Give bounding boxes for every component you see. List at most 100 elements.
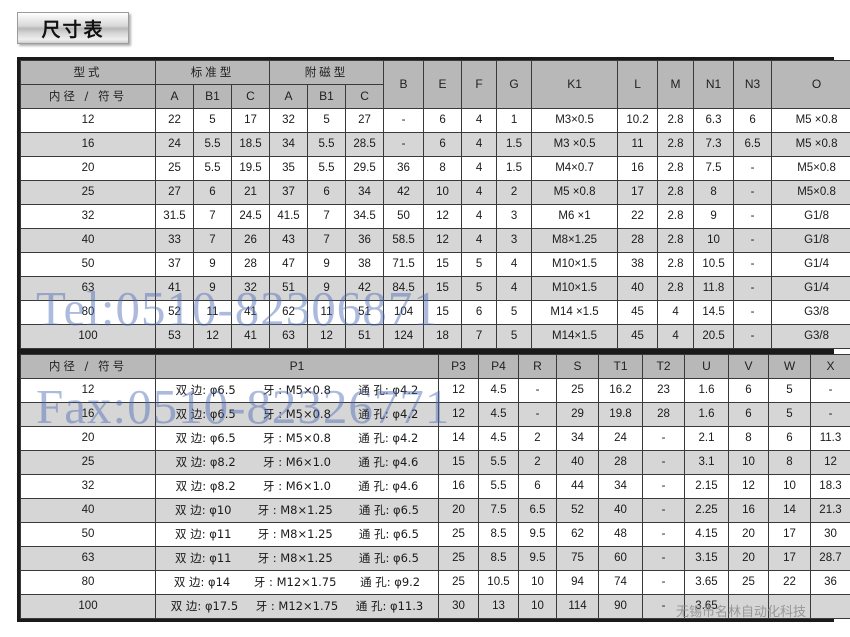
- cell-inner-diameter: 32: [20, 204, 156, 229]
- cell-F: 7: [461, 324, 498, 349]
- cell-F: 5: [461, 252, 498, 277]
- table-row: 32 31.5 7 24.5 41.5 7 34.5 50 12 4 3 M6 ×1 22 2.8 9- G1…: [20, 204, 850, 229]
- cell-P4: 13: [478, 594, 519, 619]
- cell-X: 30: [810, 522, 850, 547]
- cell-B: 50: [383, 204, 425, 229]
- cell-G: 5: [496, 324, 533, 349]
- cell-K1: M8×1.25: [531, 228, 619, 253]
- table-port-body: 12 双 边: φ6.5 牙 : M5×0.8 通 孔: φ4.2 12 4.5-25 16…: [20, 378, 850, 619]
- header-mag-A: A: [269, 84, 309, 109]
- cell-P4: 5.5: [478, 474, 519, 499]
- cell-mb1: 6: [307, 180, 347, 205]
- cell-sb1: 9: [193, 252, 232, 277]
- cell-L: 16: [617, 156, 659, 181]
- cell-S: 75: [556, 546, 599, 571]
- cell-R: 6.5: [518, 498, 557, 523]
- cell-X: -: [810, 378, 850, 403]
- cell-inner-diameter: 80: [20, 300, 156, 325]
- cell-S: 52: [556, 498, 599, 523]
- cell-K1: M10×1.5: [531, 252, 619, 277]
- cell-inner-diameter: 25: [20, 180, 156, 205]
- cell-R: -: [518, 402, 557, 427]
- header-col-P3: P3: [438, 354, 479, 379]
- header-mag-B1: B1: [307, 84, 347, 109]
- header-group-magnetic: 附磁型: [269, 60, 385, 85]
- cell-U: 3.65: [684, 570, 729, 595]
- cell-B: 42: [383, 180, 425, 205]
- cell-P4: 7.5: [478, 498, 519, 523]
- table-row: 80 52 11 41 62 11 51 104 15 6 5 M14 ×1.5 45 4 14.5- G3/…: [20, 300, 850, 325]
- cell-inner-diameter: 20: [20, 156, 156, 181]
- cell-T1: 40: [598, 498, 643, 523]
- cell-X: [810, 594, 850, 619]
- cell-U: 1.6: [684, 402, 729, 427]
- cell-O: G1/4: [771, 276, 850, 301]
- cell-G: 4: [496, 252, 533, 277]
- cell-mb1: 9: [307, 276, 347, 301]
- cell-R: 9.5: [518, 546, 557, 571]
- cell-V: 16: [728, 498, 769, 523]
- cell-O: G3/8: [771, 324, 850, 349]
- cell-M: 4: [657, 324, 695, 349]
- cell-L: 45: [617, 324, 659, 349]
- cell-O: G1/4: [771, 252, 850, 277]
- cell-M: 2.8: [657, 108, 695, 133]
- cell-X: -: [810, 402, 850, 427]
- cell-V: 6: [728, 402, 769, 427]
- cell-B: 36: [383, 156, 425, 181]
- cell-ma: 51: [269, 276, 309, 301]
- cell-T2: -: [642, 426, 685, 451]
- cell-inner-diameter: 20: [20, 426, 156, 451]
- cell-S: 94: [556, 570, 599, 595]
- table-row: 40 双 边: φ10 牙 : M8×1.25 通 孔: φ6.5 20 7.5 6.5 52…: [20, 498, 850, 523]
- cell-G: 4: [496, 276, 533, 301]
- header-col-T1: T1: [598, 354, 643, 379]
- cell-M: 2.8: [657, 276, 695, 301]
- cell-R: 2: [518, 450, 557, 475]
- cell-ma: 34: [269, 132, 309, 157]
- cell-M: 2.8: [657, 252, 695, 277]
- cell-sb1: 11: [193, 300, 232, 325]
- cell-sa: 31.5: [155, 204, 194, 229]
- cell-B: 84.5: [383, 276, 425, 301]
- cell-ma: 37: [269, 180, 309, 205]
- cell-V: 25: [728, 570, 769, 595]
- cell-P1: 双 边: φ6.5 牙 : M5×0.8 通 孔: φ4.2: [155, 426, 439, 451]
- cell-sc: 26: [230, 228, 271, 253]
- header-col-T2: T2: [642, 354, 685, 379]
- table-row: 16 双 边: φ6.5 牙 : M5×0.8 通 孔: φ4.2 12 4.5-29 19…: [20, 402, 850, 427]
- cell-L: 11: [617, 132, 659, 157]
- cell-P4: 4.5: [478, 426, 519, 451]
- cell-inner-diameter: 40: [20, 228, 156, 253]
- cell-F: 4: [461, 228, 498, 253]
- cell-p1b: 牙 : M5×0.8: [263, 431, 331, 445]
- header-col-P1: P1: [155, 354, 439, 379]
- cell-E: 15: [423, 276, 463, 301]
- cell-T2: 23: [642, 378, 685, 403]
- cell-G: 3: [496, 228, 533, 253]
- header-mag-C: C: [345, 84, 385, 109]
- header-col-O: O: [771, 60, 850, 109]
- header-col-R: R: [518, 354, 557, 379]
- cell-N3: 6: [733, 108, 773, 133]
- cell-R: 10: [518, 570, 557, 595]
- cell-p1c: 通 孔: φ4.6: [358, 455, 419, 469]
- cell-P1: 双 边: φ8.2 牙 : M6×1.0 通 孔: φ4.6: [155, 474, 439, 499]
- table-row: 80 双 边: φ14 牙 : M12×1.75 通 孔: φ9.2 25 10.5 10 9…: [20, 570, 850, 595]
- cell-V: 12: [728, 474, 769, 499]
- cell-P4: 5.5: [478, 450, 519, 475]
- cell-mc: 34.5: [345, 204, 385, 229]
- cell-N3: -: [733, 228, 773, 253]
- table-row: 12 22 5 17 32 5 27-6 4 1 M3×0.5 10.2 2.8 6.3 6 M5 ×0.8: [20, 108, 850, 133]
- table-standard-body: 12 22 5 17 32 5 27-6 4 1 M3×0.5 10.2 2.8 6.3 6 M5 ×0.8…: [20, 108, 850, 349]
- cell-N3: -: [733, 300, 773, 325]
- cell-N1: 9: [693, 204, 735, 229]
- cell-ma: 32: [269, 108, 309, 133]
- cell-sa: 41: [155, 276, 194, 301]
- cell-P1: 双 边: φ11 牙 : M8×1.25 通 孔: φ6.5: [155, 522, 439, 547]
- cell-P4: 4.5: [478, 402, 519, 427]
- cell-V: 10: [728, 450, 769, 475]
- cell-B: 124: [383, 324, 425, 349]
- cell-p1a: 双 边: φ6.5: [175, 407, 236, 421]
- cell-U: 3.65: [684, 594, 729, 619]
